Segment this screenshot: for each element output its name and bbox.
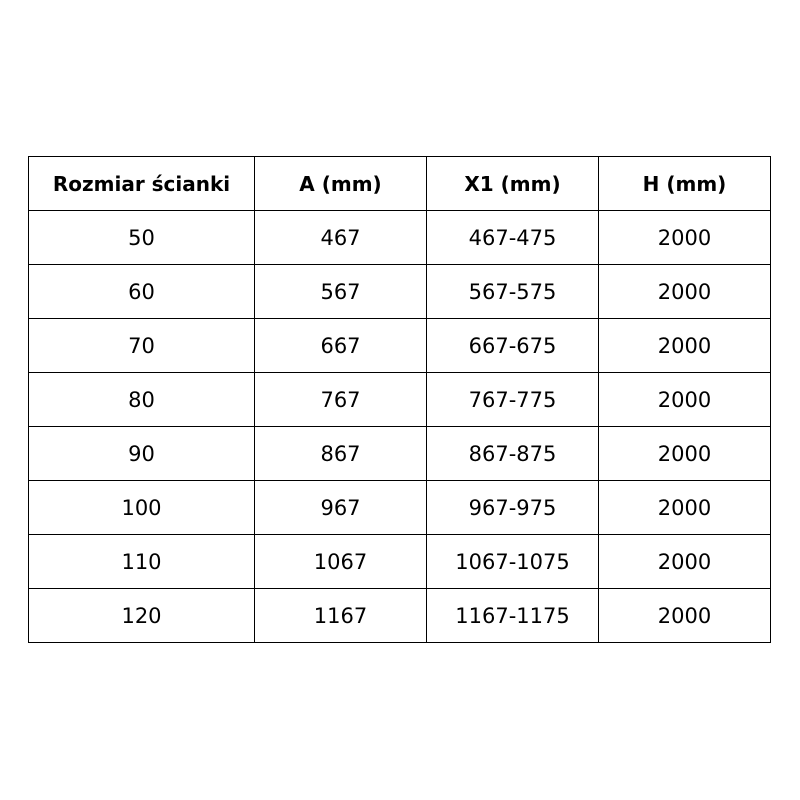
header-h: H (mm) xyxy=(598,156,771,211)
table-row: 50 467 467-475 2000 xyxy=(28,210,771,265)
cell-x1: 567-575 xyxy=(426,264,599,319)
cell-size: 50 xyxy=(28,210,255,265)
cell-x1: 967-975 xyxy=(426,480,599,535)
cell-size: 60 xyxy=(28,264,255,319)
cell-h: 2000 xyxy=(598,210,771,265)
cell-a: 967 xyxy=(254,480,427,535)
table-row: 100 967 967-975 2000 xyxy=(28,480,771,535)
cell-a: 767 xyxy=(254,372,427,427)
cell-size: 70 xyxy=(28,318,255,373)
cell-h: 2000 xyxy=(598,534,771,589)
cell-x1: 667-675 xyxy=(426,318,599,373)
cell-h: 2000 xyxy=(598,264,771,319)
cell-h: 2000 xyxy=(598,588,771,643)
header-x1: X1 (mm) xyxy=(426,156,599,211)
cell-a: 567 xyxy=(254,264,427,319)
table-row: 120 1167 1167-1175 2000 xyxy=(28,588,771,643)
cell-a: 1067 xyxy=(254,534,427,589)
cell-a: 1167 xyxy=(254,588,427,643)
cell-h: 2000 xyxy=(598,372,771,427)
cell-h: 2000 xyxy=(598,318,771,373)
cell-size: 90 xyxy=(28,426,255,481)
cell-x1: 767-775 xyxy=(426,372,599,427)
cell-size: 100 xyxy=(28,480,255,535)
header-size: Rozmiar ścianki xyxy=(28,156,255,211)
cell-a: 667 xyxy=(254,318,427,373)
cell-a: 467 xyxy=(254,210,427,265)
dimensions-table: Rozmiar ścianki A (mm) X1 (mm) H (mm) 50… xyxy=(28,156,771,643)
table-row: 80 767 767-775 2000 xyxy=(28,372,771,427)
cell-size: 120 xyxy=(28,588,255,643)
cell-x1: 867-875 xyxy=(426,426,599,481)
table-row: 90 867 867-875 2000 xyxy=(28,426,771,481)
cell-h: 2000 xyxy=(598,480,771,535)
header-row: Rozmiar ścianki A (mm) X1 (mm) H (mm) xyxy=(28,156,771,211)
cell-a: 867 xyxy=(254,426,427,481)
cell-size: 80 xyxy=(28,372,255,427)
cell-h: 2000 xyxy=(598,426,771,481)
cell-x1: 1167-1175 xyxy=(426,588,599,643)
table-row: 110 1067 1067-1075 2000 xyxy=(28,534,771,589)
cell-x1: 467-475 xyxy=(426,210,599,265)
cell-x1: 1067-1075 xyxy=(426,534,599,589)
header-a: A (mm) xyxy=(254,156,427,211)
cell-size: 110 xyxy=(28,534,255,589)
table-row: 60 567 567-575 2000 xyxy=(28,264,771,319)
table-row: 70 667 667-675 2000 xyxy=(28,318,771,373)
